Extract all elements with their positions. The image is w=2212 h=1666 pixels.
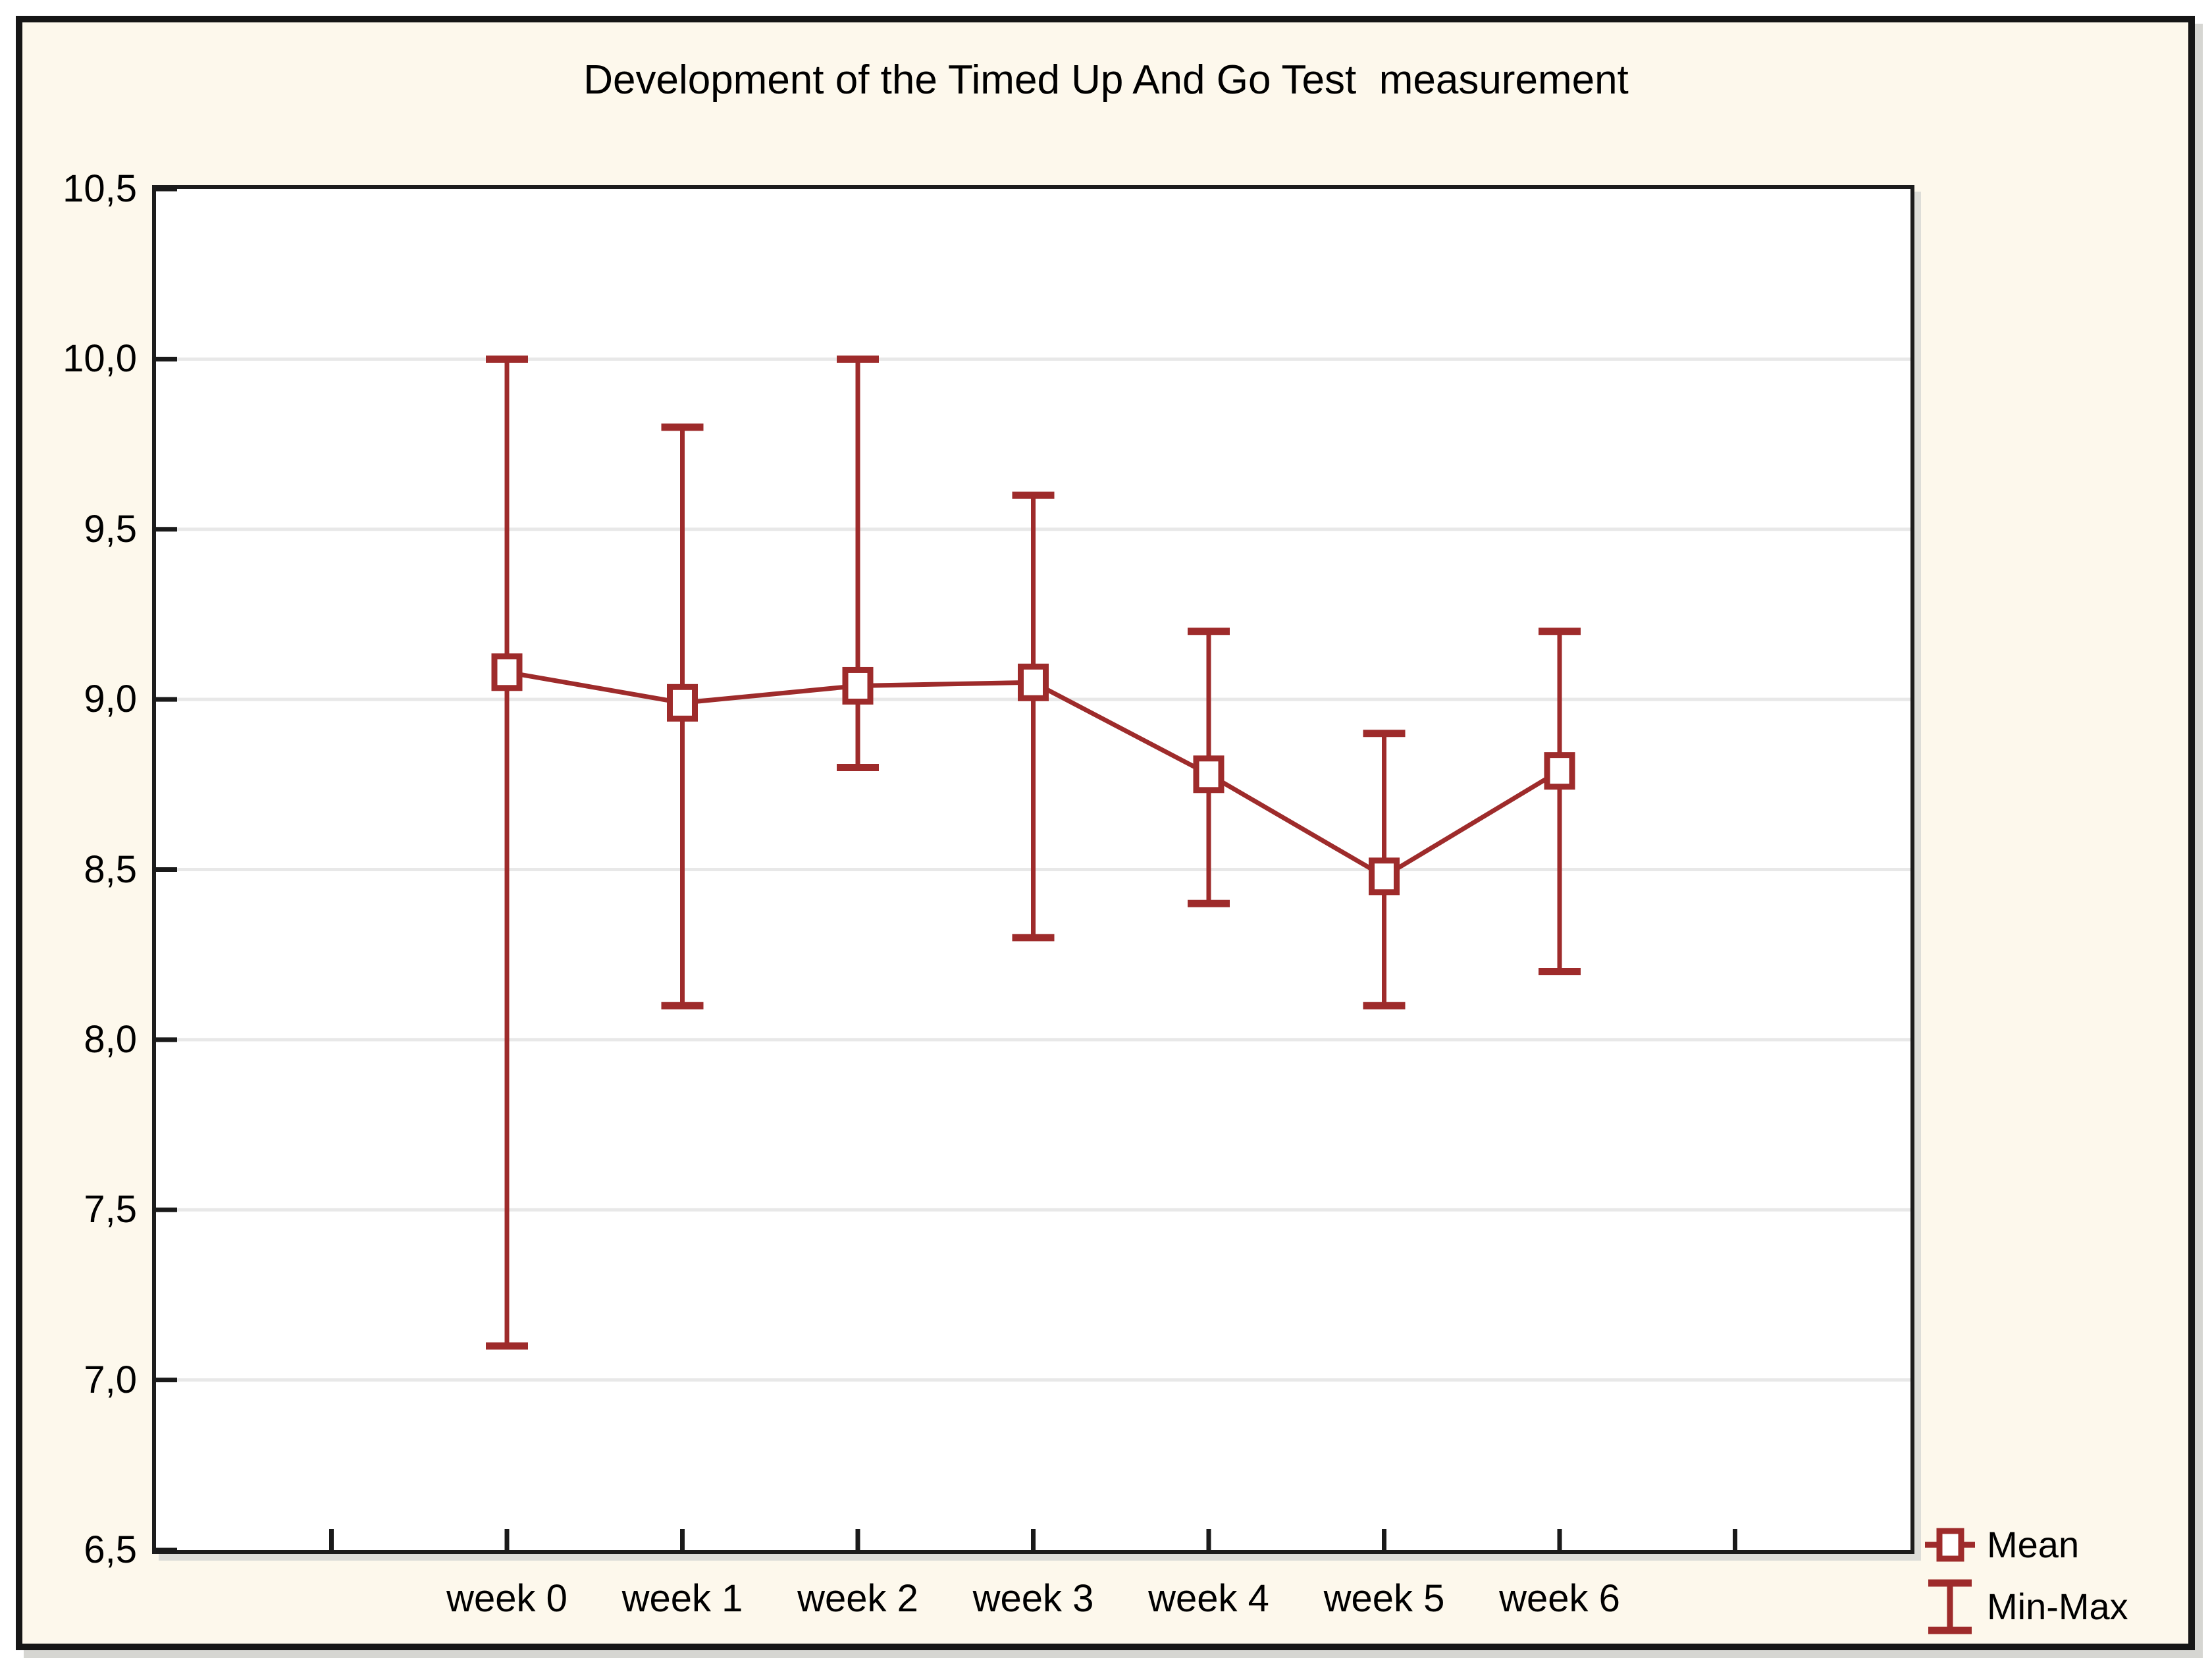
- y-tick-label: 10,5: [63, 167, 137, 210]
- y-tick-label: 8,5: [84, 847, 137, 891]
- legend-label-mean: Mean: [1987, 1524, 2080, 1565]
- x-tick-label: week 1: [621, 1577, 743, 1620]
- x-tick-label: week 6: [1499, 1577, 1620, 1620]
- y-tick-label: 9,0: [84, 678, 137, 721]
- legend-item-mean: Mean: [1924, 1517, 2128, 1572]
- x-tick-label: week 3: [972, 1577, 1094, 1620]
- x-tick-label: week 2: [797, 1577, 918, 1620]
- y-tick-label: 6,5: [84, 1528, 137, 1571]
- x-tick-label: week 0: [446, 1577, 567, 1620]
- y-tick-label: 10,0: [63, 337, 137, 381]
- x-tick-label: week 5: [1323, 1577, 1445, 1620]
- minmax-whisker-icon: [1928, 1579, 1972, 1634]
- mean-marker-icon: [1925, 1528, 1975, 1562]
- legend-item-minmax: Min-Max: [1924, 1579, 2128, 1634]
- plot-area: [152, 185, 1914, 1554]
- legend: Mean Min-Max: [1924, 1517, 2128, 1634]
- x-tick-label: week 4: [1148, 1577, 1269, 1620]
- y-tick-label: 7,5: [84, 1188, 137, 1231]
- y-tick-label: 8,0: [84, 1017, 137, 1061]
- chart-title: Development of the Timed Up And Go Test …: [583, 57, 1629, 103]
- y-tick-label: 9,5: [84, 507, 137, 551]
- y-tick-label: 7,0: [84, 1358, 137, 1401]
- legend-label-minmax: Min-Max: [1987, 1586, 2128, 1627]
